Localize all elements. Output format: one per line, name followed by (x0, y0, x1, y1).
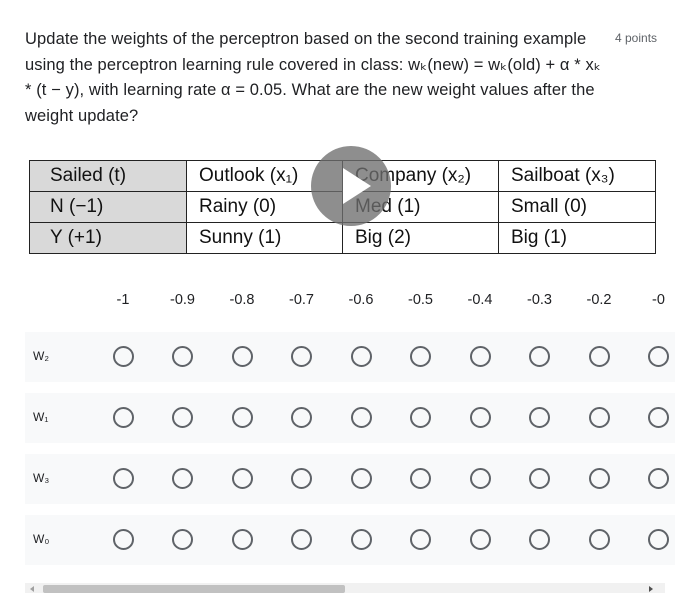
radio-button[interactable] (410, 529, 431, 550)
column-header: -0.2 (586, 292, 612, 308)
radio-button[interactable] (529, 529, 550, 550)
grid-row: W₀ (25, 515, 675, 565)
row-label: W₁ (33, 410, 49, 424)
radio-button[interactable] (172, 529, 193, 550)
radio-button[interactable] (172, 346, 193, 367)
radio-button[interactable] (648, 346, 669, 367)
question-text: Update the weights of the perceptron bas… (25, 30, 601, 125)
table-cell: N (−1) (29, 191, 187, 223)
radio-button[interactable] (469, 346, 491, 367)
radio-button[interactable] (350, 407, 372, 428)
radio-button[interactable] (112, 529, 134, 550)
radio-button[interactable] (648, 407, 669, 428)
radio-button[interactable] (172, 407, 193, 428)
horizontal-scrollbar[interactable] (25, 583, 665, 593)
column-header: -1 (116, 292, 130, 308)
column-header: -0.4 (467, 292, 493, 308)
radio-button[interactable] (231, 346, 253, 367)
column-header: -0.9 (170, 292, 195, 308)
table-cell: Big (1) (498, 222, 656, 254)
radio-button[interactable] (112, 346, 134, 367)
table-cell: Small (0) (498, 191, 656, 223)
radio-button[interactable] (350, 468, 372, 489)
column-header: -0.8 (229, 292, 255, 308)
column-header: -0.5 (408, 292, 433, 308)
grid-row: W₂ (25, 332, 675, 382)
scrollbar-thumb[interactable] (43, 585, 345, 593)
radio-button[interactable] (350, 346, 372, 367)
radio-button[interactable] (112, 468, 134, 489)
table-cell: Sailboat (x₃) (498, 160, 656, 192)
radio-button[interactable] (648, 529, 669, 550)
row-label: W₃ (33, 471, 50, 485)
radio-button[interactable] (529, 407, 550, 428)
column-header: -0 (652, 292, 665, 308)
grid-row: W₃ (25, 454, 675, 504)
radio-button[interactable] (529, 468, 550, 489)
question-image: Sailed (t) Outlook (x₁) Company (x₂) Sai… (24, 146, 664, 268)
radio-button[interactable] (231, 407, 253, 428)
radio-button[interactable] (648, 468, 669, 489)
column-header: -0.7 (289, 292, 314, 308)
table-cell: Big (2) (342, 222, 499, 254)
radio-button[interactable] (350, 529, 372, 550)
radio-button[interactable] (410, 346, 431, 367)
grid-row: W₁ (25, 393, 675, 443)
radio-button[interactable] (469, 407, 491, 428)
scroll-left-icon[interactable] (30, 586, 34, 592)
radio-button[interactable] (410, 468, 431, 489)
radio-button[interactable] (588, 407, 610, 428)
points-label: 4 points (615, 31, 658, 45)
radio-button[interactable] (410, 407, 431, 428)
scroll-right-icon[interactable] (649, 586, 653, 592)
table-cell: Sailed (t) (29, 160, 187, 192)
radio-button[interactable] (529, 346, 550, 367)
radio-button[interactable] (469, 529, 491, 550)
table-cell: Y (+1) (29, 222, 187, 254)
radio-button[interactable] (291, 529, 312, 550)
table-cell: Sunny (1) (186, 222, 343, 254)
radio-button[interactable] (231, 529, 253, 550)
choice-grid: -1 -0.9 -0.8 -0.7 -0.6 -0.5 -0.4 -0.3 -0.2 -0 W₂ W₁… (25, 282, 675, 582)
radio-button[interactable] (588, 468, 610, 489)
table-row: Y (+1) Sunny (1) Big (2) Big (1) (29, 222, 656, 254)
radio-button[interactable] (291, 346, 312, 367)
radio-button[interactable] (469, 468, 491, 489)
radio-button[interactable] (231, 468, 253, 489)
radio-button[interactable] (588, 346, 610, 367)
radio-button[interactable] (112, 407, 134, 428)
column-header: -0.6 (348, 292, 374, 308)
row-label: W₀ (33, 532, 50, 546)
play-icon[interactable] (311, 146, 391, 226)
row-label: W₂ (33, 349, 49, 363)
radio-button[interactable] (172, 468, 193, 489)
radio-button[interactable] (291, 407, 312, 428)
column-header: -0.3 (527, 292, 552, 308)
radio-button[interactable] (588, 529, 610, 550)
radio-button[interactable] (291, 468, 312, 489)
